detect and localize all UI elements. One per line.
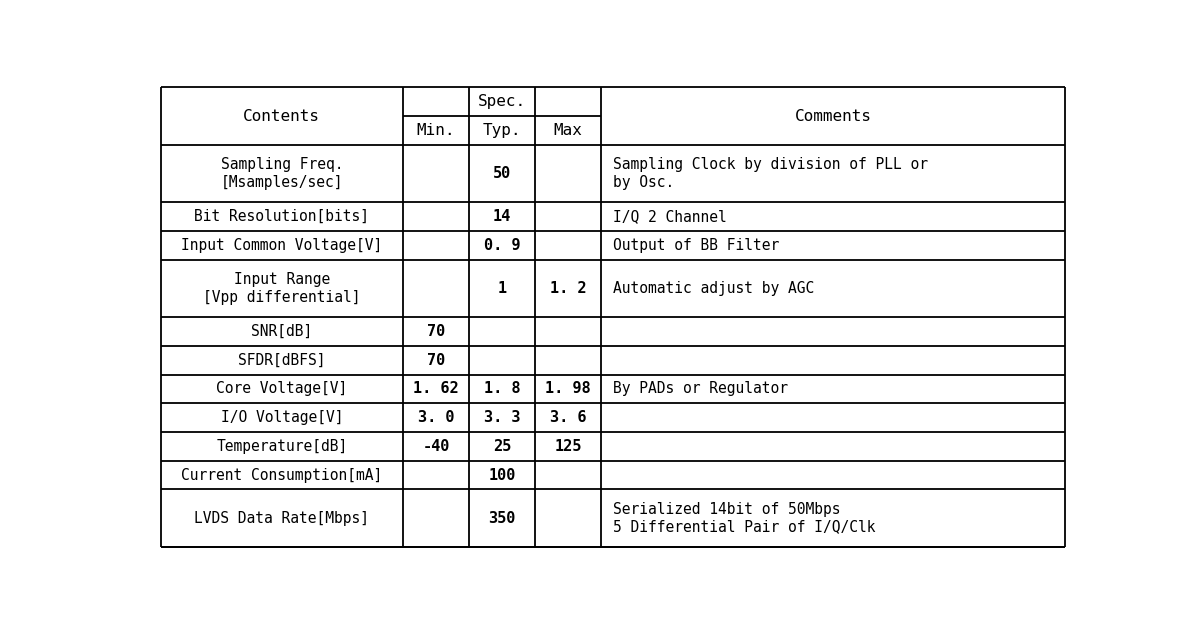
Text: Comments: Comments	[794, 109, 872, 124]
Text: Output of BB Filter: Output of BB Filter	[614, 238, 780, 253]
Text: LVDS Data Rate[Mbps]: LVDS Data Rate[Mbps]	[194, 511, 370, 526]
Text: Typ.: Typ.	[483, 123, 521, 138]
Text: 50: 50	[493, 166, 511, 181]
Text: 3. 0: 3. 0	[417, 410, 454, 425]
Text: Max: Max	[554, 123, 582, 138]
Text: Sampling Freq.
[Msamples/sec]: Sampling Freq. [Msamples/sec]	[220, 158, 343, 190]
Text: 70: 70	[427, 324, 445, 339]
Text: 0. 9: 0. 9	[484, 238, 520, 253]
Text: By PADs or Regulator: By PADs or Regulator	[614, 381, 788, 396]
Text: I/O Voltage[V]: I/O Voltage[V]	[220, 410, 343, 425]
Text: 1. 2: 1. 2	[550, 281, 586, 296]
Text: Automatic adjust by AGC: Automatic adjust by AGC	[614, 281, 814, 296]
Text: 1: 1	[498, 281, 507, 296]
Text: Core Voltage[V]: Core Voltage[V]	[216, 381, 348, 396]
Text: 1. 98: 1. 98	[545, 381, 591, 396]
Text: 14: 14	[493, 209, 511, 224]
Text: Contents: Contents	[243, 109, 321, 124]
Text: SNR[dB]: SNR[dB]	[251, 324, 312, 339]
Text: Input Common Voltage[V]: Input Common Voltage[V]	[182, 238, 383, 253]
Text: 1. 62: 1. 62	[414, 381, 459, 396]
Text: I/Q 2 Channel: I/Q 2 Channel	[614, 209, 727, 224]
Text: 3. 3: 3. 3	[484, 410, 520, 425]
Text: Temperature[dB]: Temperature[dB]	[216, 439, 348, 454]
Text: Spec.: Spec.	[478, 94, 526, 109]
Text: Current Consumption[mA]: Current Consumption[mA]	[182, 468, 383, 482]
Text: 125: 125	[555, 439, 582, 454]
Text: 350: 350	[488, 511, 515, 526]
Text: 3. 6: 3. 6	[550, 410, 586, 425]
Text: by Osc.: by Osc.	[614, 175, 675, 190]
Text: SFDR[dBFS]: SFDR[dBFS]	[238, 353, 325, 368]
Text: Min.: Min.	[417, 123, 456, 138]
Text: -40: -40	[422, 439, 450, 454]
Text: 100: 100	[488, 468, 515, 482]
Text: Serialized 14bit of 50Mbps: Serialized 14bit of 50Mbps	[614, 502, 841, 517]
Text: Sampling Clock by division of PLL or: Sampling Clock by division of PLL or	[614, 158, 928, 173]
Text: 5 Differential Pair of I/Q/Clk: 5 Differential Pair of I/Q/Clk	[614, 519, 875, 534]
Text: Input Range
[Vpp differential]: Input Range [Vpp differential]	[203, 272, 361, 305]
Text: Bit Resolution[bits]: Bit Resolution[bits]	[194, 209, 370, 224]
Text: 70: 70	[427, 353, 445, 368]
Text: 25: 25	[493, 439, 511, 454]
Text: 1. 8: 1. 8	[484, 381, 520, 396]
